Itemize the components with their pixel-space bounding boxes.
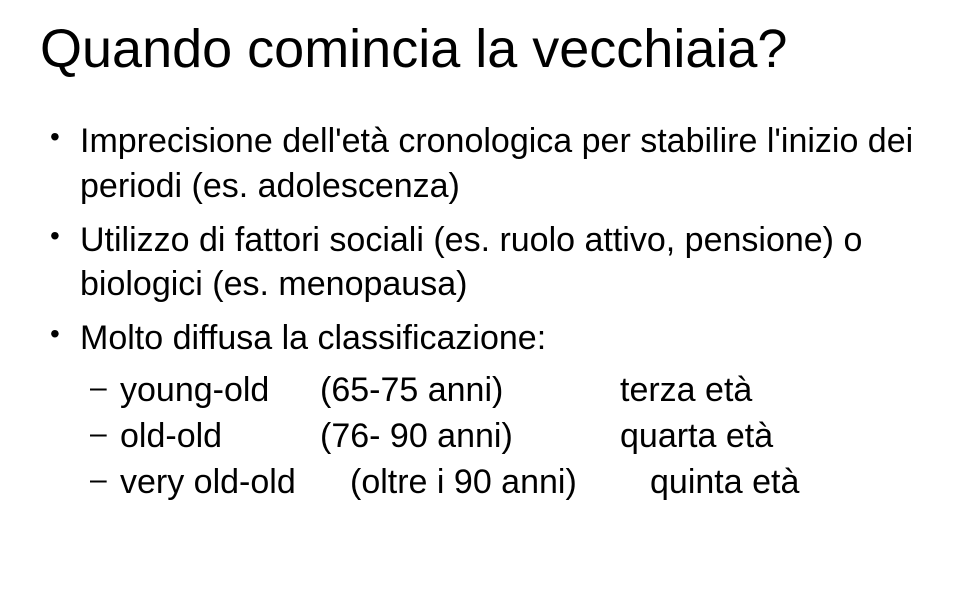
bullet-text: Molto diffusa la classificazione:: [80, 319, 546, 357]
bullet-list: Imprecisione dell'età cronologica per st…: [40, 119, 919, 506]
bullet-item: Imprecisione dell'età cronologica per st…: [70, 119, 919, 207]
sub-item: old-old (76- 90 anni) quarta età: [110, 414, 919, 460]
bullet-item: Utilizzo di fattori sociali (es. ruolo a…: [70, 218, 919, 306]
slide-title: Quando comincia la vecchiaia?: [40, 20, 919, 79]
sub-list: young-old (65-75 anni) terza età old-old…: [80, 368, 919, 506]
bullet-item: Molto diffusa la classificazione: young-…: [70, 316, 919, 506]
sub-item: young-old (65-75 anni) terza età: [110, 368, 919, 414]
bullet-text: Utilizzo di fattori sociali (es. ruolo a…: [80, 221, 862, 303]
sub-label: old-old: [120, 414, 320, 460]
sub-era: terza età: [620, 368, 919, 414]
sub-range: (65-75 anni): [320, 368, 620, 414]
slide: Quando comincia la vecchiaia? Imprecisio…: [0, 0, 959, 604]
sub-range: (76- 90 anni): [320, 414, 620, 460]
sub-label: very old-old: [120, 460, 350, 506]
bullet-text: Imprecisione dell'età cronologica per st…: [80, 122, 913, 204]
sub-label: young-old: [120, 368, 320, 414]
sub-era: quinta età: [650, 460, 919, 506]
sub-range: (oltre i 90 anni): [350, 460, 650, 506]
sub-era: quarta età: [620, 414, 919, 460]
sub-item: very old-old (oltre i 90 anni) quinta et…: [110, 460, 919, 506]
